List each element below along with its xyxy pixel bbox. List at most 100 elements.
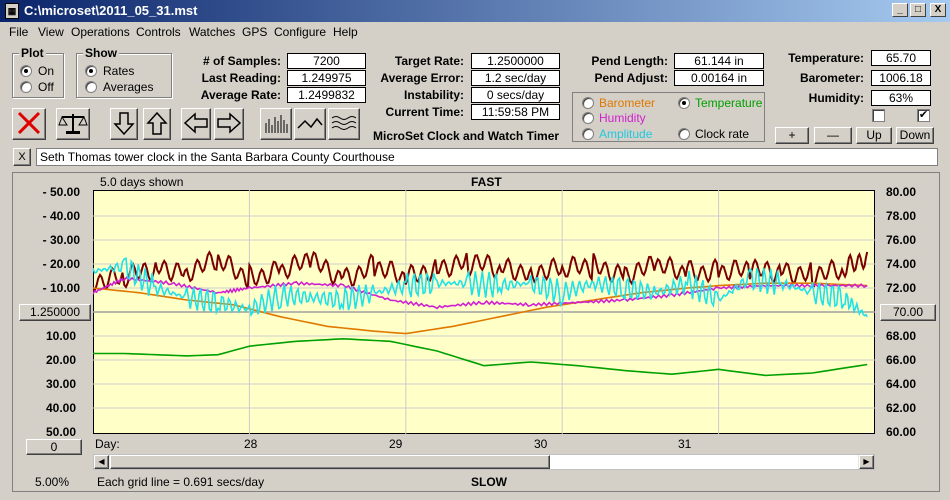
humidity-radio[interactable]	[582, 112, 594, 124]
show-averages-label: Averages	[103, 80, 154, 94]
amplitude-option-label: Amplitude	[599, 127, 653, 141]
scroll-track[interactable]	[550, 455, 858, 469]
wave-icon	[331, 116, 357, 130]
average-error-field: 1.2 sec/day	[471, 70, 560, 86]
arrow-down-icon	[113, 112, 135, 136]
x-tick-28: 28	[244, 437, 258, 451]
y-right-tick-10: 60.00	[886, 425, 917, 439]
pend-length-label: Pend Length:	[591, 54, 668, 68]
rate-plot[interactable]	[93, 190, 875, 434]
last-reading-label: Last Reading:	[201, 71, 281, 85]
y-right-tick-8: 64.00	[886, 377, 917, 391]
current-time-field: 11:59:58 PM	[471, 104, 560, 120]
zoom-label: 5.00%	[35, 475, 70, 489]
balance-button[interactable]	[56, 108, 90, 140]
balance-scale-icon	[58, 114, 88, 134]
scroll-thumb[interactable]	[110, 455, 550, 469]
menu-controls[interactable]: Controls	[136, 25, 181, 39]
title-bar[interactable]: ▦ C:\microset\2011_05_31.mst _ □ X	[0, 0, 950, 22]
clock-rate-radio[interactable]	[678, 128, 690, 140]
plot-on-radio[interactable]	[20, 65, 32, 77]
average-error-label: Average Error:	[380, 71, 464, 85]
description-close-button[interactable]: X	[13, 148, 31, 166]
humidity-label: Humidity:	[808, 91, 864, 105]
show-averages-radio[interactable]	[85, 81, 97, 93]
sensor-checkbox-1[interactable]	[872, 109, 885, 122]
bar-chart-icon	[265, 115, 288, 133]
wave-view-button[interactable]	[328, 108, 360, 140]
arrow-right-icon	[217, 112, 242, 134]
scroll-down-button[interactable]	[110, 108, 138, 140]
offset-button[interactable]: 0	[26, 439, 82, 455]
scroll-up-button[interactable]	[143, 108, 171, 140]
x-tick-30: 30	[534, 437, 548, 451]
up-button[interactable]: Up	[856, 127, 892, 144]
line-view-button[interactable]	[294, 108, 326, 140]
plot-off-radio[interactable]	[20, 81, 32, 93]
menu-configure[interactable]: Configure	[274, 25, 327, 39]
scroll-right-arrow[interactable]: ▶	[859, 455, 874, 469]
horizontal-scrollbar[interactable]: ◀ ▶	[93, 454, 875, 470]
grid-note-label: Each grid line = 0.691 secs/day	[97, 475, 265, 489]
minimize-button[interactable]: _	[892, 3, 908, 17]
average-rate-label: Average Rate:	[200, 88, 281, 102]
plus-button[interactable]: +	[775, 127, 809, 144]
sensor-checkbox-2[interactable]: ✔	[917, 109, 930, 122]
app-icon[interactable]: ▦	[5, 3, 19, 19]
show-group-title: Show	[83, 46, 119, 60]
menu-file[interactable]: File	[9, 25, 29, 39]
show-group: Show Rates Averages	[76, 46, 172, 98]
target-rate-label: Target Rate:	[394, 54, 464, 68]
temperature-radio[interactable]	[678, 97, 690, 109]
barometer-field: 1006.18	[871, 70, 931, 86]
stop-x-icon	[17, 111, 41, 135]
bar-view-button[interactable]	[260, 108, 292, 140]
humidity-option-label: Humidity	[599, 111, 646, 125]
menu-help[interactable]: Help	[333, 25, 358, 39]
center-temp-button[interactable]: 70.00	[880, 304, 936, 321]
menu-watches[interactable]: Watches	[189, 25, 236, 39]
menu-view[interactable]: View	[38, 25, 64, 39]
menu-gps[interactable]: GPS	[242, 25, 268, 39]
show-rates-label: Rates	[103, 64, 135, 78]
clock-rate-option-label: Clock rate	[695, 127, 750, 141]
scroll-right-button[interactable]	[214, 108, 244, 140]
temperature-label: Temperature:	[788, 51, 864, 65]
pend-length-field[interactable]: 61.144 in	[674, 53, 764, 69]
target-rate-field[interactable]: 1.2500000	[471, 53, 560, 69]
down-button[interactable]: Down	[896, 127, 934, 144]
show-rates-radio[interactable]	[85, 65, 97, 77]
barometer-series	[93, 282, 868, 335]
window-title: C:\microset\2011_05_31.mst	[24, 3, 198, 18]
description-field[interactable]: Seth Thomas tower clock in the Santa Bar…	[36, 148, 938, 166]
chart-panel	[12, 172, 940, 492]
humidity-field: 63%	[871, 90, 931, 106]
arrow-up-icon	[146, 111, 168, 135]
plot-group: Plot On Off	[12, 46, 64, 98]
center-rate-button[interactable]: 1.250000	[19, 304, 91, 321]
minus-button[interactable]: —	[814, 127, 852, 144]
pend-adjust-field[interactable]: 0.00164 in	[674, 70, 764, 86]
scroll-left-arrow[interactable]: ◀	[94, 455, 109, 469]
barometer-option-label: Barometer	[599, 96, 656, 110]
y-right-tick-1: 80.00	[886, 185, 917, 199]
stop-button[interactable]	[12, 108, 46, 140]
barometer-label: Barometer:	[799, 71, 864, 85]
close-button[interactable]: X	[930, 3, 946, 17]
y-right-tick-6: 68.00	[886, 329, 917, 343]
y-right-tick-2: 78.00	[886, 209, 917, 223]
menu-bar: File View Operations Controls Watches GP…	[0, 22, 950, 42]
barometer-radio[interactable]	[582, 97, 594, 109]
plot-off-label: Off	[38, 80, 54, 94]
scroll-left-button[interactable]	[181, 108, 211, 140]
x-tick-31: 31	[678, 437, 692, 451]
y-right-tick-9: 62.00	[886, 401, 917, 415]
pend-adjust-label: Pend Adjust:	[594, 71, 668, 85]
menu-operations[interactable]: Operations	[71, 25, 130, 39]
last-reading-field: 1.249975	[287, 70, 366, 86]
amplitude-series	[93, 257, 868, 318]
amplitude-radio[interactable]	[582, 128, 594, 140]
y-left-tick-2: - 40.00	[42, 209, 80, 223]
day-axis-label: Day:	[95, 437, 120, 451]
maximize-button[interactable]: □	[910, 3, 926, 17]
